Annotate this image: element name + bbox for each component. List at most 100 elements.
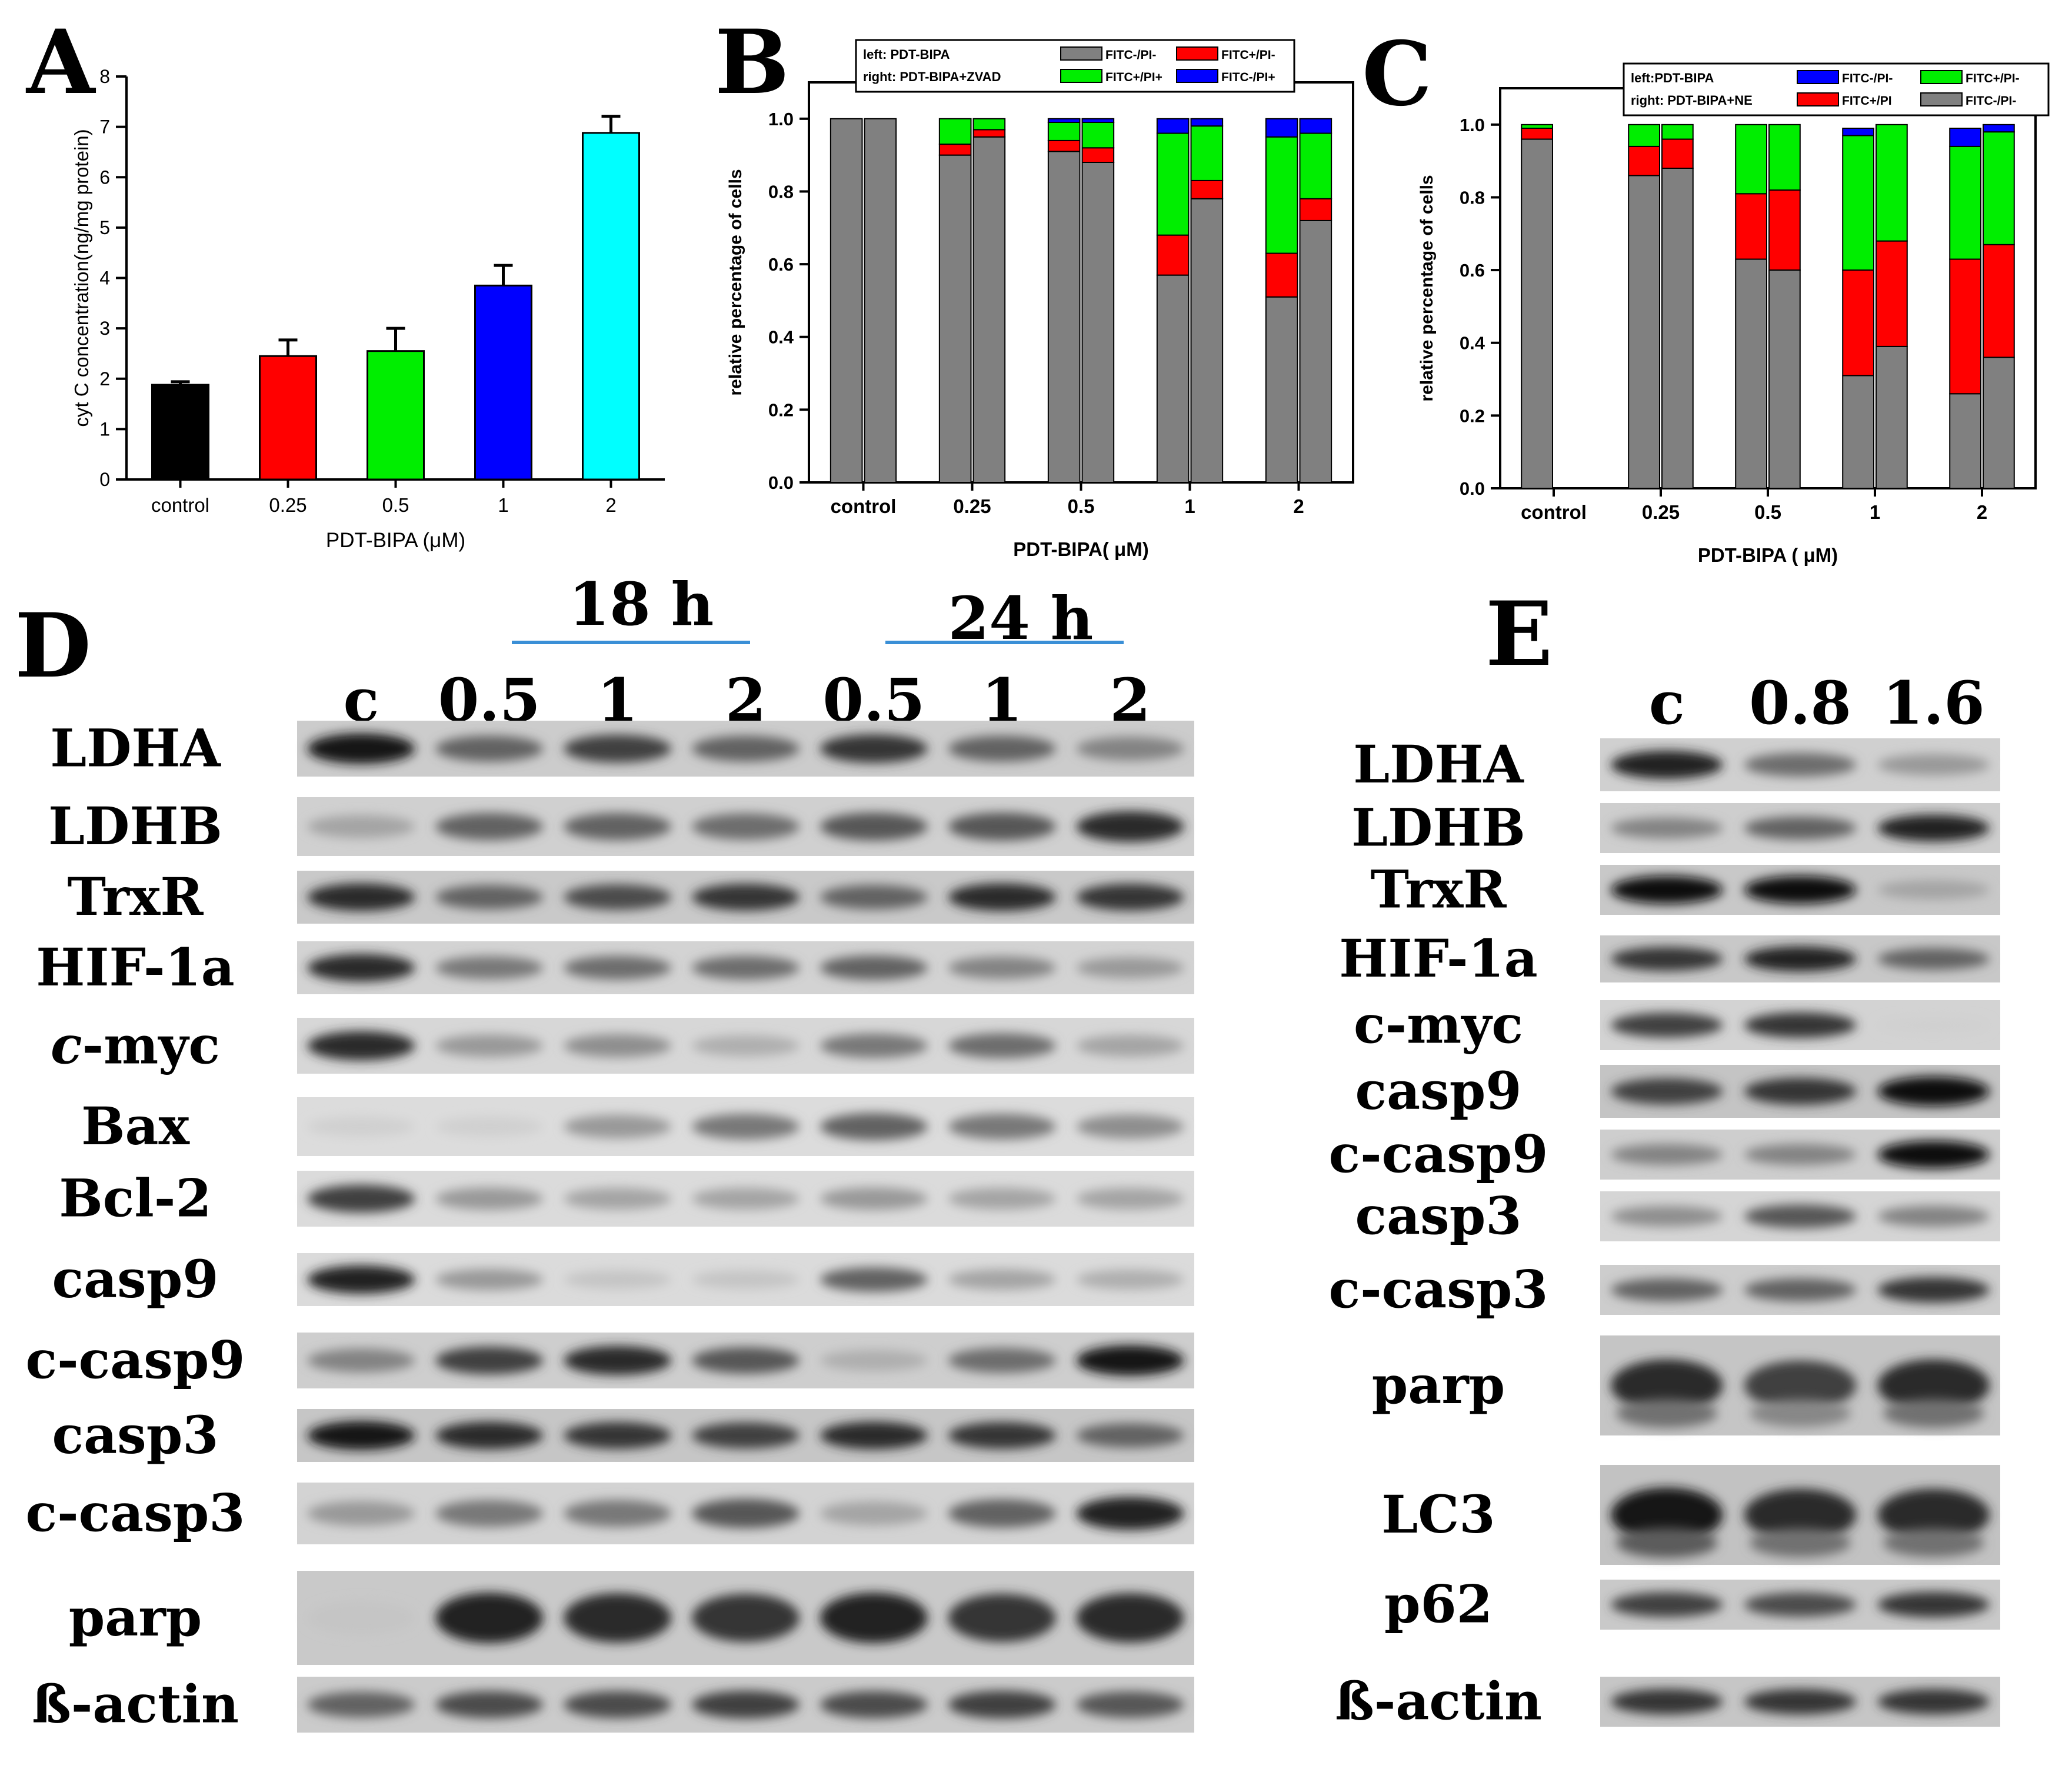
legend-entry-label: FITC-/PI+: [1221, 71, 1275, 84]
blot-band: [1744, 1077, 1857, 1105]
row-label-casp9: casp9: [52, 1248, 219, 1310]
blot-band-lower: [1616, 1399, 1718, 1428]
bar-segment-right-1-FITC-/PI+: [1190, 118, 1224, 127]
blot-band: [435, 812, 544, 841]
blot-band: [948, 1594, 1056, 1642]
bar-segment-right-2-FITC+/PI: [1983, 244, 2015, 358]
blot-band: [948, 1269, 1056, 1290]
blot-band: [820, 1187, 928, 1210]
row-label-casp3: casp3: [1355, 1185, 1522, 1247]
blot-band: [692, 1114, 800, 1140]
blot-band: [307, 1265, 415, 1294]
blot-band: [564, 1034, 672, 1058]
blot-band: [692, 1498, 800, 1528]
bar-segment-left-0.5-FITC+/PI: [1735, 193, 1767, 260]
bar-segment-right-0.25-FITC+/PI-: [972, 129, 1006, 138]
y-tick-label: 0.6: [768, 254, 794, 275]
row-label-ß-actin: ß-actin: [32, 1674, 239, 1735]
bar-segment-right-1-FITC+/PI-: [1190, 179, 1224, 199]
bar-segment-left-2-FITC-/PI+: [1265, 118, 1298, 138]
blot-band: [307, 1601, 415, 1635]
blot-band: [564, 812, 672, 841]
bar-segment-left-control-FITC+/PI-: [1521, 124, 1553, 129]
bar-segment-right-0.5-FITC+/PI-: [1081, 147, 1115, 163]
bar-segment-left-2-FITC-/PI-: [1949, 393, 1981, 489]
blot-band: [820, 885, 928, 910]
bar-segment-left-0.25-FITC-/PI-: [938, 154, 972, 483]
chart-b: 0.0 0.2 0.4 0.6 0.8 1.0 control 0.25 0.5 1 2 PDT-BI…: [726, 39, 1354, 560]
blot-band: [1877, 1591, 1990, 1618]
blot-band: [1611, 1359, 1723, 1412]
row-label-text: ß-actin: [32, 1674, 239, 1735]
blot-band: [435, 1500, 544, 1527]
blot-band: [1611, 1205, 1723, 1227]
blot-band: [435, 735, 544, 762]
blot-band: [820, 1421, 928, 1450]
legend-swatch: [1920, 92, 1963, 106]
bar-segment-left-1-FITC+/PI-: [1156, 234, 1190, 276]
blot-band: [1076, 957, 1184, 979]
bar-segment-left-2-FITC-/PI-: [1265, 296, 1298, 483]
blot-band: [1611, 1487, 1723, 1543]
blot-band: [1877, 880, 1990, 900]
row-label-LC3: LC3: [1381, 1484, 1495, 1545]
lane-label: 0.8: [1749, 668, 1851, 738]
bar-segment-left-2-FITC+/PI: [1949, 258, 1981, 395]
row-label-ß-actin: ß-actin: [1335, 1671, 1542, 1732]
bar-2: [582, 132, 640, 481]
bar-segment-left-1-FITC-/PI+: [1156, 118, 1190, 134]
blot-band: [1611, 1688, 1723, 1715]
blot-band: [1611, 1592, 1723, 1617]
row-label-LDHA: LDHA: [50, 718, 221, 779]
y-tick-label: 0: [99, 469, 110, 490]
blot-band: [1076, 1187, 1184, 1210]
blot-band: [1611, 1144, 1723, 1165]
panel-letter-b: B: [715, 11, 790, 114]
blot-band: [1076, 1269, 1184, 1290]
bar-segment-right-2-FITC-/PI-: [1299, 219, 1333, 483]
row-label-text: casp9: [52, 1248, 219, 1310]
lane-label: 1.6: [1883, 668, 1985, 738]
legend-swatch: [1176, 46, 1218, 61]
x-tick-label: control: [831, 495, 897, 517]
y-tick-label: 0.0: [768, 472, 794, 493]
bar-segment-left-2-FITC+/PI+: [1265, 136, 1298, 254]
blot-band: [948, 1348, 1056, 1373]
blot-band: [1076, 811, 1184, 842]
blot-band: [435, 1116, 544, 1137]
blot-band: [435, 1034, 544, 1057]
blot-band: [1877, 1277, 1990, 1303]
blot-band: [307, 954, 415, 982]
bar-segment-right-0.5-FITC+/PI-: [1768, 124, 1801, 191]
row-label-Bcl-2: Bcl-2: [59, 1168, 211, 1229]
blot-band: [564, 1500, 672, 1527]
group-label-18h: 18 h: [569, 569, 714, 639]
row-label-TrxR: TrxR: [67, 866, 204, 927]
blot-band: [1744, 1688, 1857, 1715]
y-tick-label: 0.8: [768, 181, 794, 202]
blot-band: [1877, 1688, 1990, 1715]
blot-band: [435, 956, 544, 980]
bar-segment-left-2-FITC+/PI-: [1949, 145, 1981, 260]
blot-band: [1877, 1076, 1990, 1107]
blot-band: [1877, 1488, 1990, 1541]
bar-segment-right-0.5-FITC-/PI-: [1081, 162, 1115, 483]
row-label-TrxR: TrxR: [1370, 859, 1507, 920]
bar-segment-right-0.5-FITC-/PI+: [1081, 118, 1115, 123]
bar-1: [474, 284, 532, 481]
blot-band: [1877, 754, 1990, 776]
blot-band: [820, 1501, 928, 1526]
bar-segment-left-control-FITC-/PI-: [830, 118, 863, 483]
bar-segment-left-0.25-FITC-/PI-: [1628, 175, 1660, 489]
row-label-c-casp9: c-casp9: [25, 1330, 245, 1391]
x-tick-label: control: [1521, 501, 1587, 523]
row-label--myc: c-myc: [51, 1015, 220, 1076]
blot-band: [692, 813, 800, 840]
blot-band: [307, 733, 415, 764]
blot-band: [1877, 1140, 1990, 1169]
bar-segment-left-0.5-FITC-/PI-: [1735, 258, 1767, 489]
legend-right-label: right: PDT-BIPA+ZVAD: [863, 69, 1001, 84]
western-blot-e: c 0.8 1.6LDHALDHBTrxRHIF-1ac-myccasp9c-cas…: [1328, 668, 2000, 1732]
blot-band: [692, 735, 800, 762]
blot-band: [1744, 1592, 1857, 1617]
